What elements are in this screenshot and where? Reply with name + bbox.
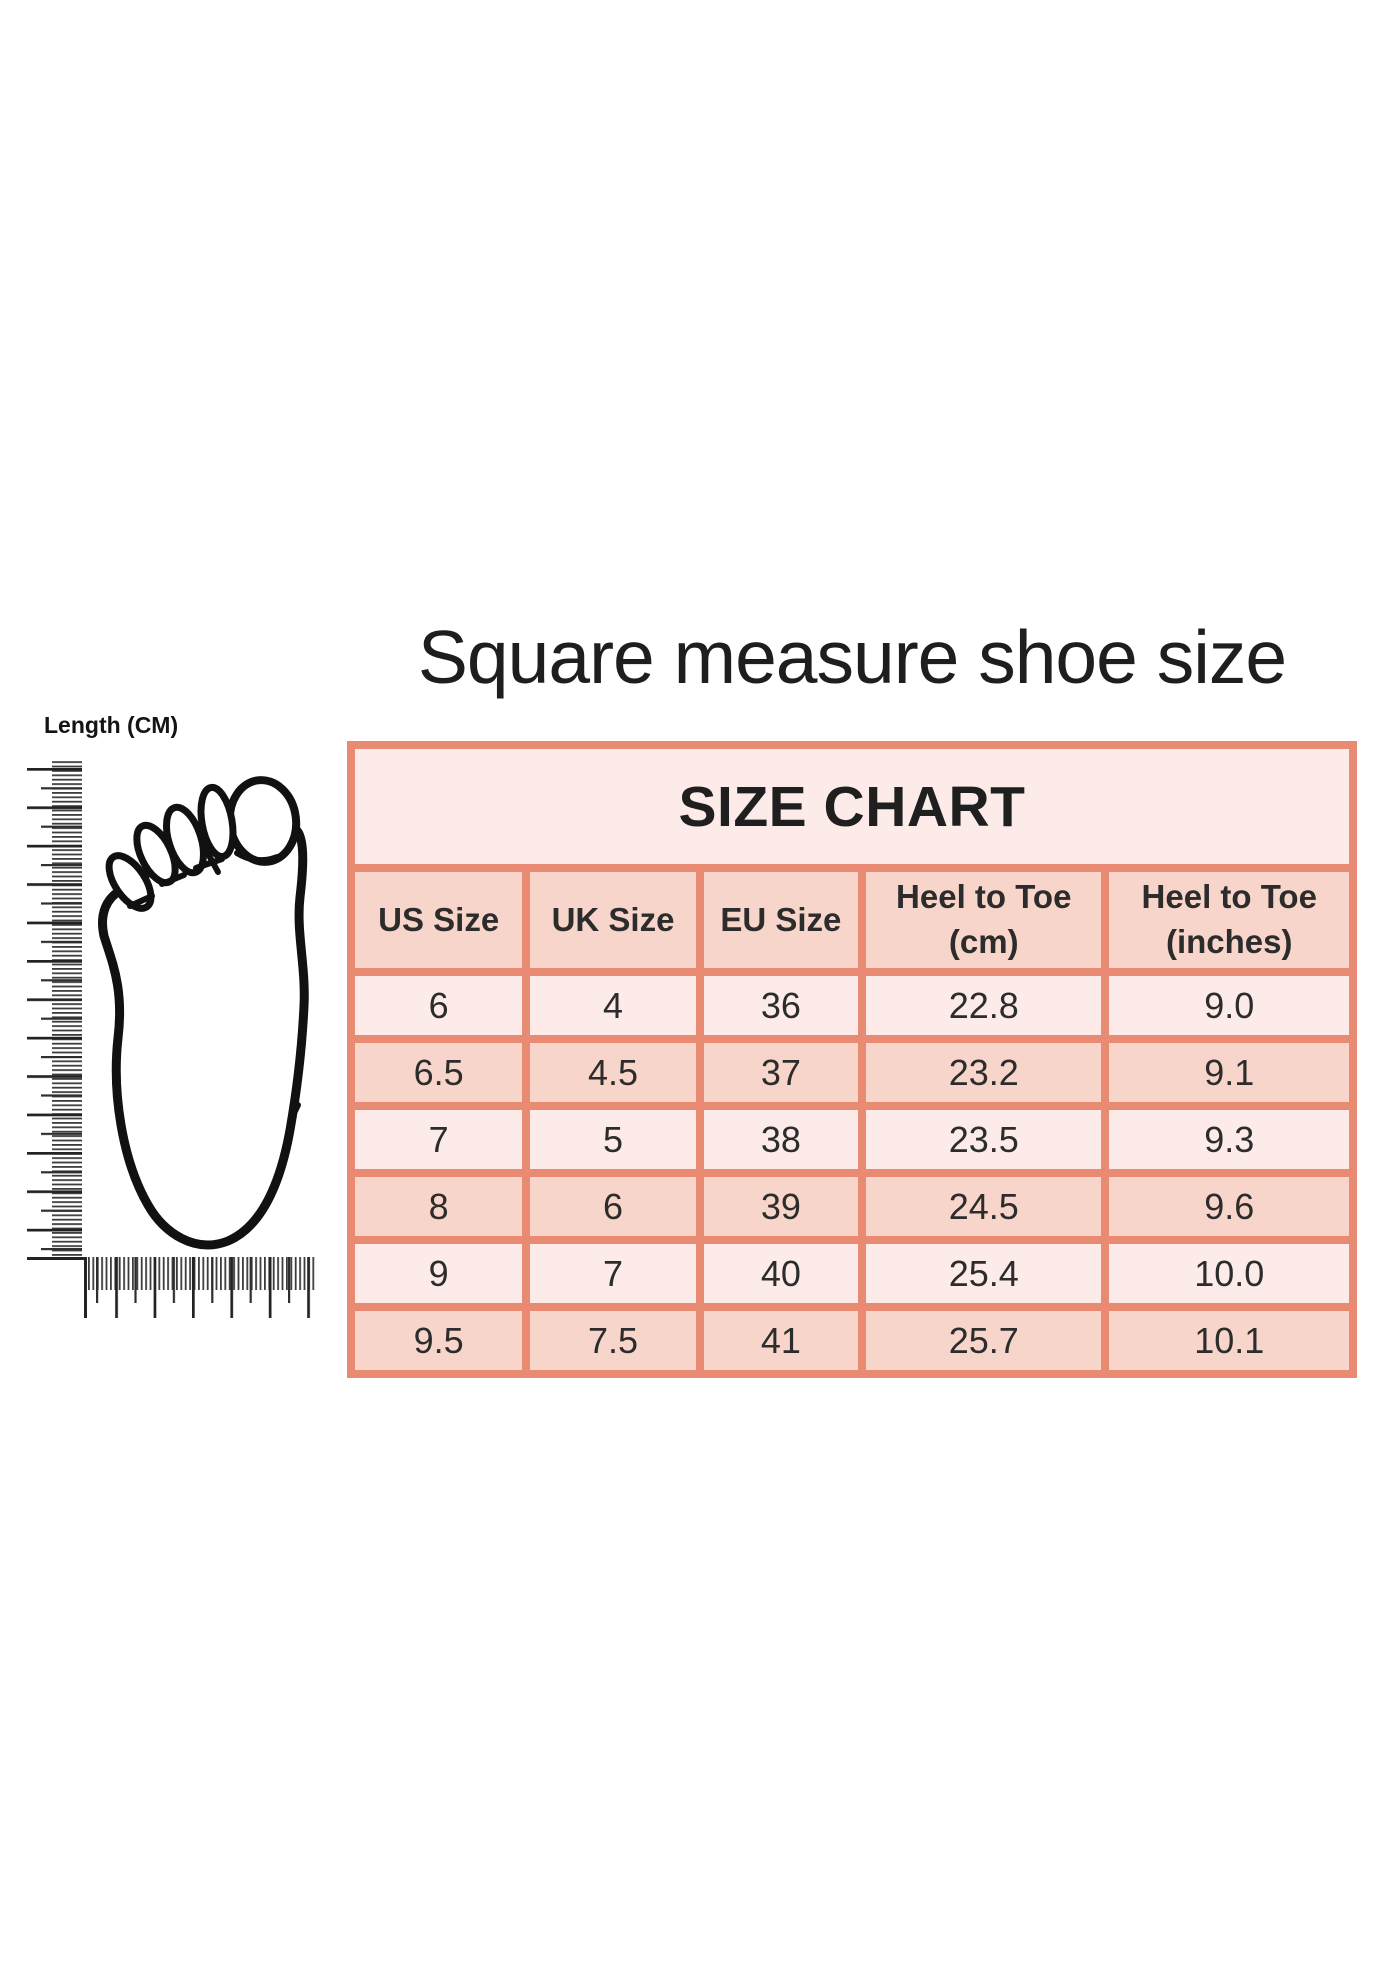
- cell-heel-to-toe-inches: 9.3: [1101, 1102, 1357, 1177]
- cell-eu-size: 37: [695, 1035, 867, 1110]
- cell-us-size: 7: [346, 1102, 531, 1177]
- cell-heel-to-toe-inches: 10.1: [1101, 1303, 1357, 1378]
- cell-us-size: 8: [346, 1169, 531, 1244]
- size-chart-title: SIZE CHART: [347, 741, 1357, 872]
- vertical-cm-ruler: [27, 760, 84, 1262]
- cell-eu-size: 40: [695, 1236, 867, 1311]
- column-header-eu-size: EU Size: [695, 864, 867, 976]
- cell-heel-to-toe-cm: 23.5: [857, 1102, 1110, 1177]
- column-header-uk-size: UK Size: [522, 864, 704, 976]
- column-header-row: US Size UK Size EU Size Heel to Toe (cm) …: [346, 864, 1357, 976]
- cell-uk-size: 7: [522, 1236, 704, 1311]
- cell-uk-size: 6: [522, 1169, 704, 1244]
- cell-uk-size: 4: [522, 968, 704, 1043]
- cell-uk-size: 4.5: [522, 1035, 704, 1110]
- horizontal-cm-ruler: [84, 1257, 315, 1318]
- table-row: 8 6 39 24.5 9.6: [346, 1169, 1357, 1244]
- table-row: 6.5 4.5 37 23.2 9.1: [346, 1035, 1357, 1110]
- cell-eu-size: 36: [695, 968, 867, 1043]
- cell-heel-to-toe-inches: 10.0: [1101, 1236, 1357, 1311]
- foot-outline: [98, 776, 309, 1250]
- column-header-heel-to-toe-inches: Heel to Toe (inches): [1101, 864, 1357, 976]
- size-chart-title-row: SIZE CHART: [347, 741, 1357, 872]
- page-title: Square measure shoe size: [417, 615, 1287, 699]
- column-header-heel-to-toe-cm: Heel to Toe (cm): [857, 864, 1110, 976]
- size-chart-table: SIZE CHART US Size UK Size EU Size Heel …: [346, 741, 1357, 1378]
- cell-us-size: 6: [346, 968, 531, 1043]
- cell-heel-to-toe-cm: 23.2: [857, 1035, 1110, 1110]
- table-row: 9 7 40 25.4 10.0: [346, 1236, 1357, 1311]
- cell-heel-to-toe-inches: 9.1: [1101, 1035, 1357, 1110]
- table-row: 6 4 36 22.8 9.0: [346, 968, 1357, 1043]
- cell-us-size: 6.5: [346, 1035, 531, 1110]
- cell-eu-size: 38: [695, 1102, 867, 1177]
- cell-heel-to-toe-cm: 25.4: [857, 1236, 1110, 1311]
- cell-eu-size: 39: [695, 1169, 867, 1244]
- cell-us-size: 9: [346, 1236, 531, 1311]
- cell-uk-size: 7.5: [522, 1303, 704, 1378]
- column-header-us-size: US Size: [346, 864, 531, 976]
- cell-heel-to-toe-cm: 25.7: [857, 1303, 1110, 1378]
- cell-us-size: 9.5: [346, 1303, 531, 1378]
- table-row: 7 5 38 23.5 9.3: [346, 1102, 1357, 1177]
- cell-uk-size: 5: [522, 1102, 704, 1177]
- cell-heel-to-toe-cm: 22.8: [857, 968, 1110, 1043]
- table-row: 9.5 7.5 41 25.7 10.1: [346, 1303, 1357, 1378]
- cell-heel-to-toe-cm: 24.5: [857, 1169, 1110, 1244]
- length-cm-label: Length (CM): [44, 712, 179, 738]
- cell-heel-to-toe-inches: 9.0: [1101, 968, 1357, 1043]
- cell-heel-to-toe-inches: 9.6: [1101, 1169, 1357, 1244]
- cell-eu-size: 41: [695, 1303, 867, 1378]
